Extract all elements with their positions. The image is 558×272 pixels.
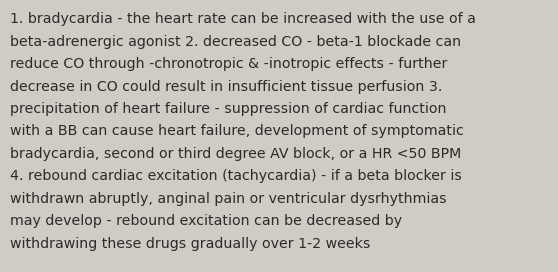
Text: withdrawing these drugs gradually over 1-2 weeks: withdrawing these drugs gradually over 1…	[10, 237, 371, 251]
Text: precipitation of heart failure - suppression of cardiac function: precipitation of heart failure - suppres…	[10, 102, 446, 116]
Text: 1. bradycardia - the heart rate can be increased with the use of a: 1. bradycardia - the heart rate can be i…	[10, 12, 476, 26]
Text: reduce CO through -chronotropic & -inotropic effects - further: reduce CO through -chronotropic & -inotr…	[10, 57, 448, 71]
Text: may develop - rebound excitation can be decreased by: may develop - rebound excitation can be …	[10, 214, 402, 228]
Text: bradycardia, second or third degree AV block, or a HR <50 BPM: bradycardia, second or third degree AV b…	[10, 147, 461, 161]
Text: beta-adrenergic agonist 2. decreased CO - beta-1 blockade can: beta-adrenergic agonist 2. decreased CO …	[10, 35, 461, 49]
Text: decrease in CO could result in insufficient tissue perfusion 3.: decrease in CO could result in insuffici…	[10, 80, 442, 94]
Text: with a BB can cause heart failure, development of symptomatic: with a BB can cause heart failure, devel…	[10, 125, 464, 138]
Text: 4. rebound cardiac excitation (tachycardia) - if a beta blocker is: 4. rebound cardiac excitation (tachycard…	[10, 169, 462, 183]
Text: withdrawn abruptly, anginal pain or ventricular dysrhythmias: withdrawn abruptly, anginal pain or vent…	[10, 192, 446, 206]
